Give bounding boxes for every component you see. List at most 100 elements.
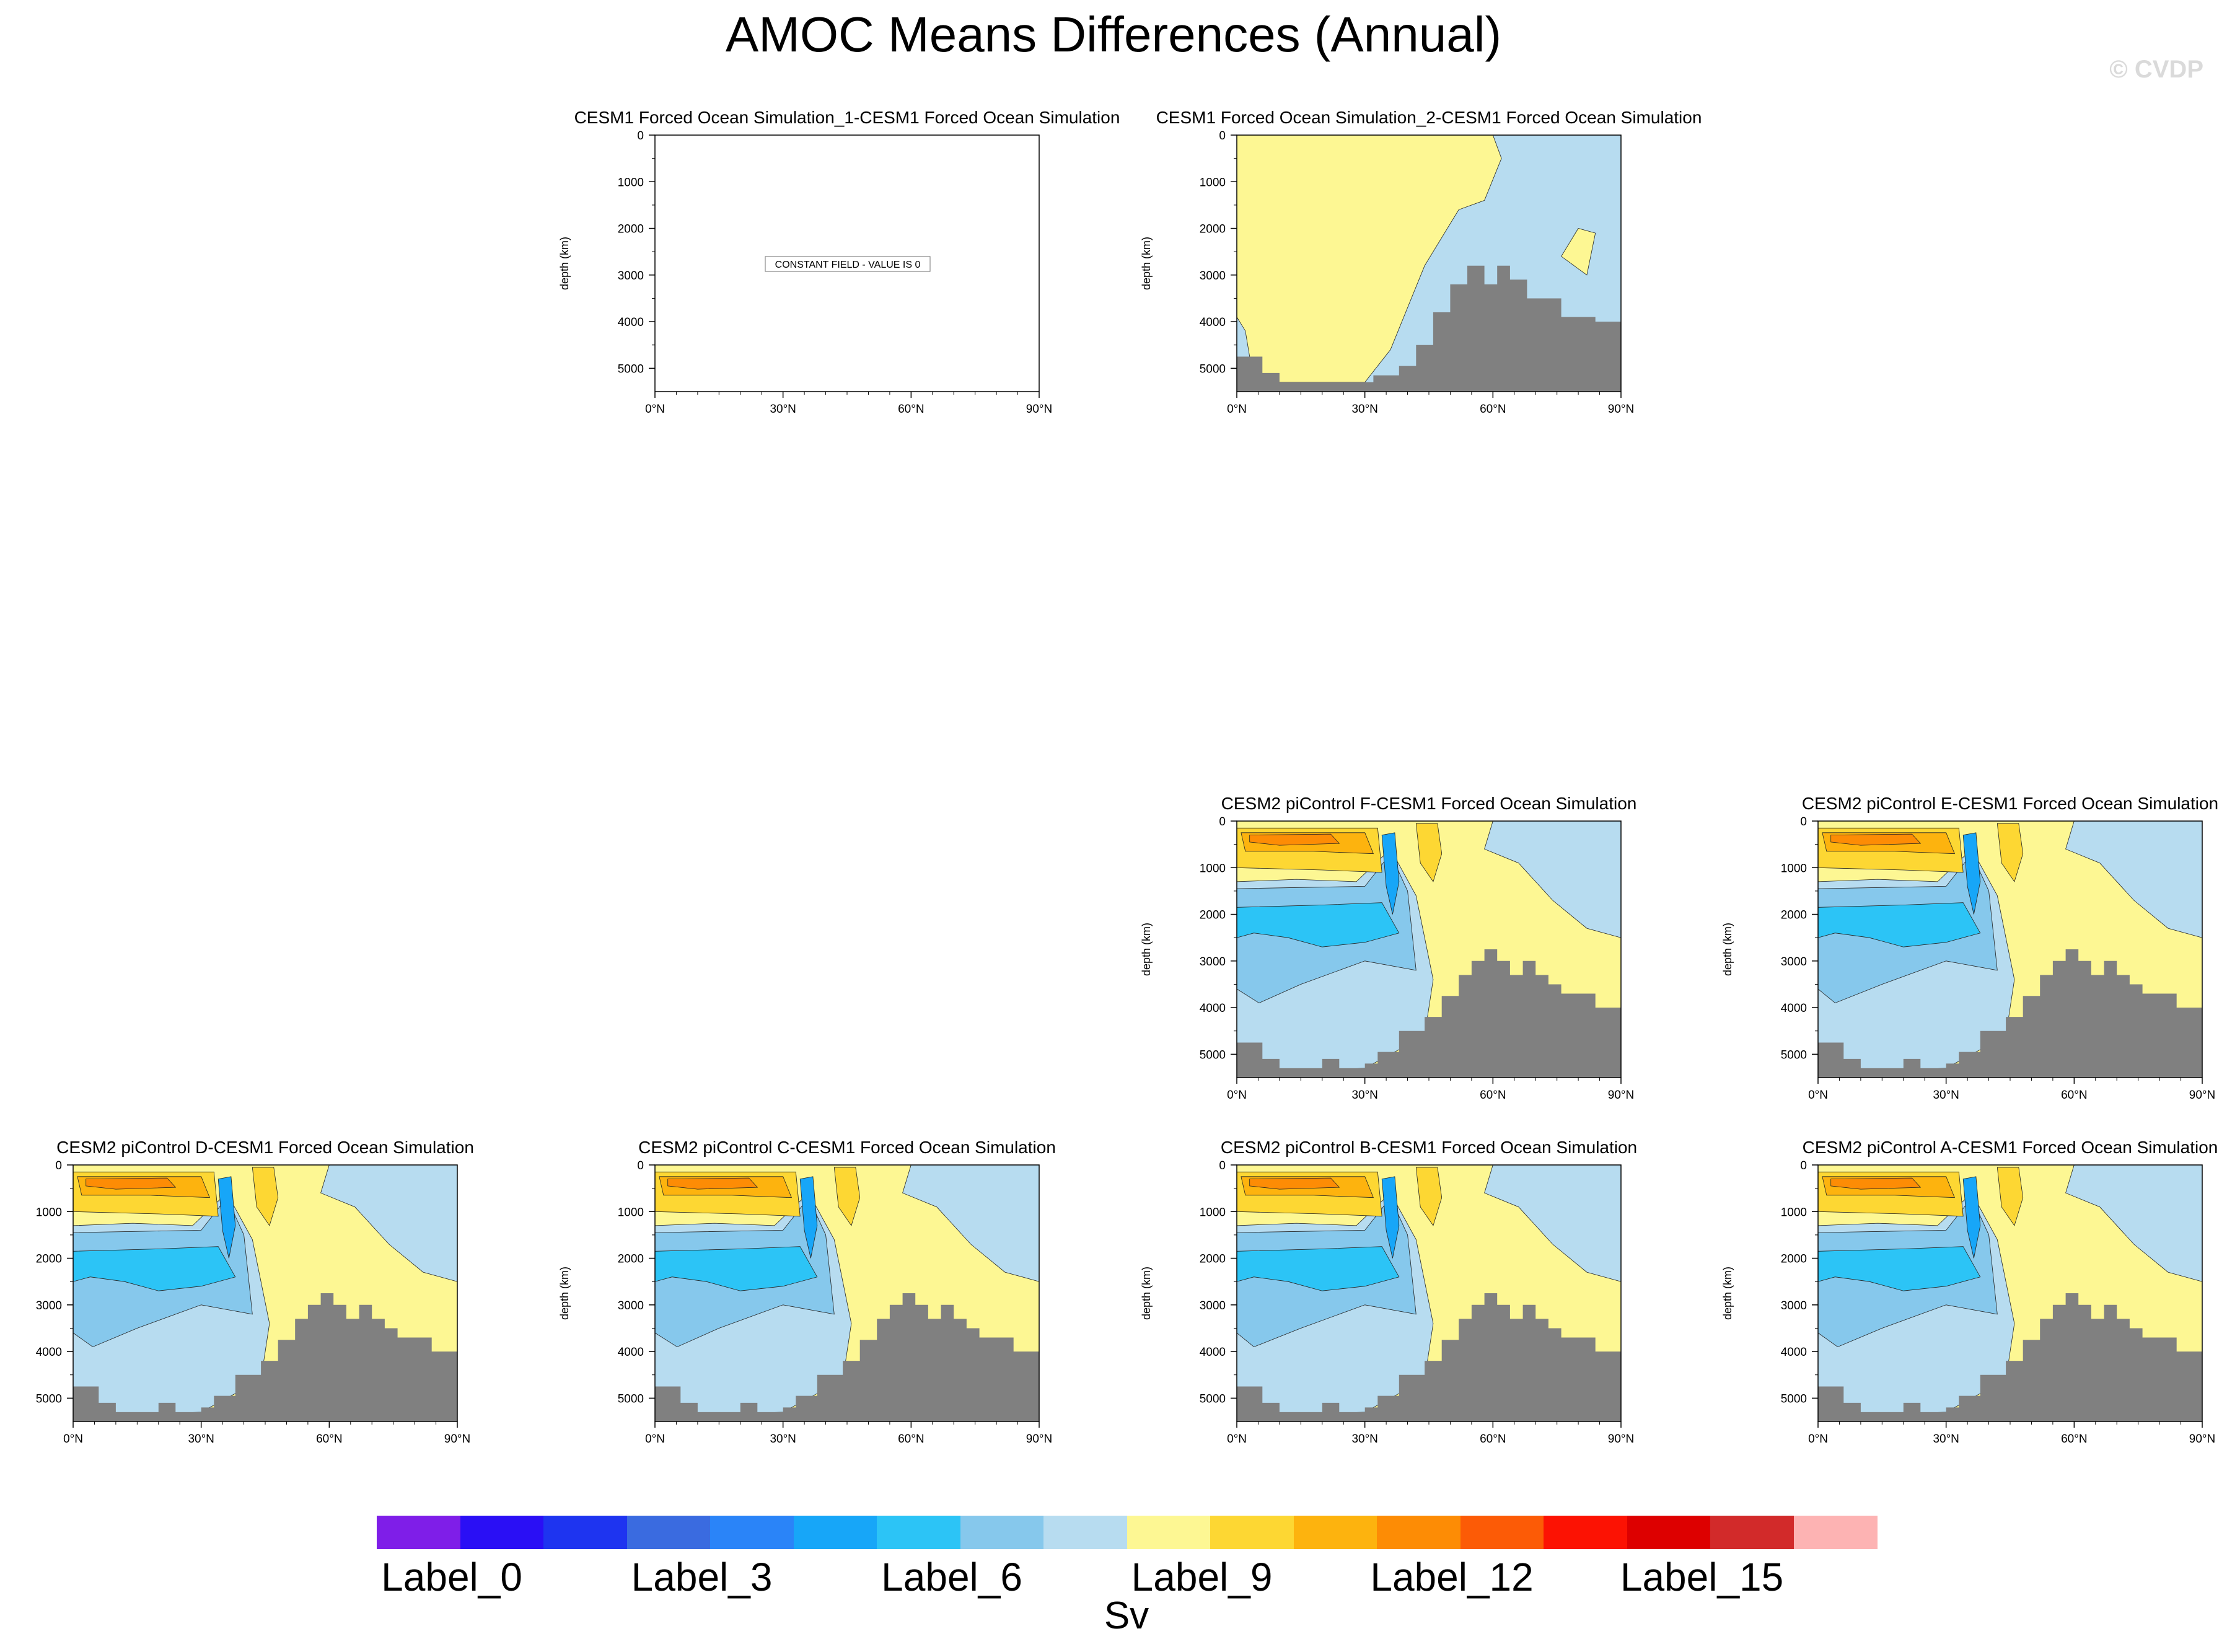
y-tick-label: 2000 xyxy=(1200,223,1226,236)
y-tick-label: 3000 xyxy=(1200,1299,1226,1312)
field-yellow xyxy=(1236,134,1502,383)
field-gold-lens xyxy=(252,1167,279,1226)
x-tick-label: 0°N xyxy=(1808,1433,1828,1446)
x-tick-label: 90°N xyxy=(1608,1089,1634,1102)
colorbar-swatch xyxy=(1544,1516,1628,1549)
x-tick-label: 60°N xyxy=(2061,1433,2087,1446)
x-tick-label: 90°N xyxy=(1608,1433,1634,1446)
y-tick-label: 1000 xyxy=(1781,862,1807,875)
plot-field xyxy=(1817,1164,2203,1421)
x-tick-label: 0°N xyxy=(1227,403,1247,416)
field-cyan xyxy=(1236,902,1400,947)
field-darkorange xyxy=(667,1177,758,1190)
x-tick-label: 0°N xyxy=(1227,1433,1247,1446)
panel-4: CESM2 piControl E-CESM1 Forced Ocean Sim… xyxy=(1721,794,2218,1102)
annotation-box xyxy=(765,256,931,272)
panel-title: CESM2 piControl D-CESM1 Forced Ocean Sim… xyxy=(56,1138,474,1157)
plot-field xyxy=(654,1164,1040,1421)
y-tick-label: 5000 xyxy=(1781,1048,1807,1061)
x-tick-label: 90°N xyxy=(1608,403,1634,416)
y-axis-label: depth (km) xyxy=(1140,237,1153,290)
y-tick-label: 2000 xyxy=(1200,909,1226,922)
panel-title: CESM2 piControl F-CESM1 Forced Ocean Sim… xyxy=(1221,794,1637,813)
y-tick-label: 0 xyxy=(1219,130,1226,143)
y-tick-label: 1000 xyxy=(618,176,644,189)
panel-title: CESM2 piControl E-CESM1 Forced Ocean Sim… xyxy=(1801,794,2219,813)
plot-field xyxy=(1236,1164,1622,1421)
y-tick-label: 5000 xyxy=(36,1392,62,1405)
y-tick-label: 5000 xyxy=(618,362,644,376)
colorbar-label: Label_9 xyxy=(1131,1555,1273,1599)
page-title: AMOC Means Differences (Annual) xyxy=(725,7,1502,62)
x-tick-label: 0°N xyxy=(63,1433,83,1446)
field-darkorange xyxy=(1830,1177,1922,1190)
y-tick-label: 0 xyxy=(637,130,644,143)
y-tick-label: 2000 xyxy=(1781,909,1807,922)
y-tick-label: 2000 xyxy=(618,1253,644,1266)
x-tick-label: 60°N xyxy=(1480,1433,1506,1446)
x-tick-label: 30°N xyxy=(1933,1433,1959,1446)
y-tick-label: 0 xyxy=(1219,815,1226,828)
x-tick-label: 90°N xyxy=(444,1433,470,1446)
x-tick-label: 60°N xyxy=(898,403,924,416)
bathymetry xyxy=(73,1293,457,1421)
panel-1: CESM1 Forced Ocean Simulation_1-CESM1 Fo… xyxy=(558,108,1120,416)
x-tick-label: 30°N xyxy=(1351,1089,1377,1102)
y-axis-label: depth (km) xyxy=(558,237,571,290)
y-tick-label: 3000 xyxy=(1781,956,1807,969)
colorbar-swatch xyxy=(960,1516,1044,1549)
y-tick-label: 3000 xyxy=(618,270,644,283)
x-tick-label: 30°N xyxy=(770,1433,796,1446)
colorbar-frame xyxy=(377,1516,1877,1549)
y-tick-label: 3000 xyxy=(36,1299,62,1312)
colorbar-swatch xyxy=(877,1516,961,1549)
colorbar-swatch xyxy=(1460,1516,1544,1549)
x-tick-label: 0°N xyxy=(645,1433,665,1446)
panel-title: CESM1 Forced Ocean Simulation_2-CESM1 Fo… xyxy=(1156,108,1702,127)
colorbar-swatch xyxy=(626,1516,711,1549)
y-tick-label: 2000 xyxy=(618,223,644,236)
y-tick-label: 2000 xyxy=(1200,1253,1226,1266)
y-tick-label: 1000 xyxy=(1200,862,1226,875)
field-darkblue xyxy=(1962,1176,1981,1259)
x-tick-label: 30°N xyxy=(1933,1089,1959,1102)
field-darkblue xyxy=(799,1176,818,1259)
y-tick-label: 1000 xyxy=(618,1206,644,1219)
colorbar-label: Label_15 xyxy=(1620,1555,1784,1599)
field-darkorange xyxy=(86,1177,177,1190)
field-gold-lens xyxy=(1996,1167,2024,1226)
y-tick-label: 3000 xyxy=(1781,1299,1807,1312)
x-tick-label: 30°N xyxy=(1351,1433,1377,1446)
bathymetry xyxy=(1237,1293,1621,1421)
field-gold-lens xyxy=(833,1167,861,1226)
y-tick-label: 2000 xyxy=(1781,1253,1807,1266)
x-tick-label: 30°N xyxy=(1351,403,1377,416)
y-tick-label: 5000 xyxy=(1781,1392,1807,1405)
x-tick-label: 90°N xyxy=(2189,1433,2215,1446)
colorbar-swatch xyxy=(793,1516,877,1549)
field-darkorange xyxy=(1249,833,1340,846)
bathymetry xyxy=(1237,949,1621,1078)
y-tick-label: 4000 xyxy=(618,316,644,329)
colorbar-swatch xyxy=(710,1516,794,1549)
colorbar-swatch xyxy=(1043,1516,1128,1549)
plot-area: 0°N30°N60°N90°N010002000300040005000dept… xyxy=(36,1159,471,1446)
y-axis-label: depth (km) xyxy=(1140,1267,1153,1320)
plot-field xyxy=(1817,820,2203,1078)
y-tick-label: 0 xyxy=(1219,1159,1226,1172)
y-tick-label: 2000 xyxy=(36,1253,62,1266)
x-tick-label: 60°N xyxy=(316,1433,342,1446)
watermark: © CVDP xyxy=(2109,56,2203,83)
bathymetry xyxy=(655,1293,1039,1421)
field-cyan xyxy=(654,1246,818,1291)
colorbar-swatch xyxy=(1793,1516,1878,1549)
y-tick-label: 1000 xyxy=(1200,1206,1226,1219)
colorbar-swatch xyxy=(1127,1516,1211,1549)
colorbar-label: Label_3 xyxy=(631,1555,773,1599)
y-tick-label: 4000 xyxy=(618,1346,644,1359)
y-axis-label: depth (km) xyxy=(1721,1267,1734,1320)
